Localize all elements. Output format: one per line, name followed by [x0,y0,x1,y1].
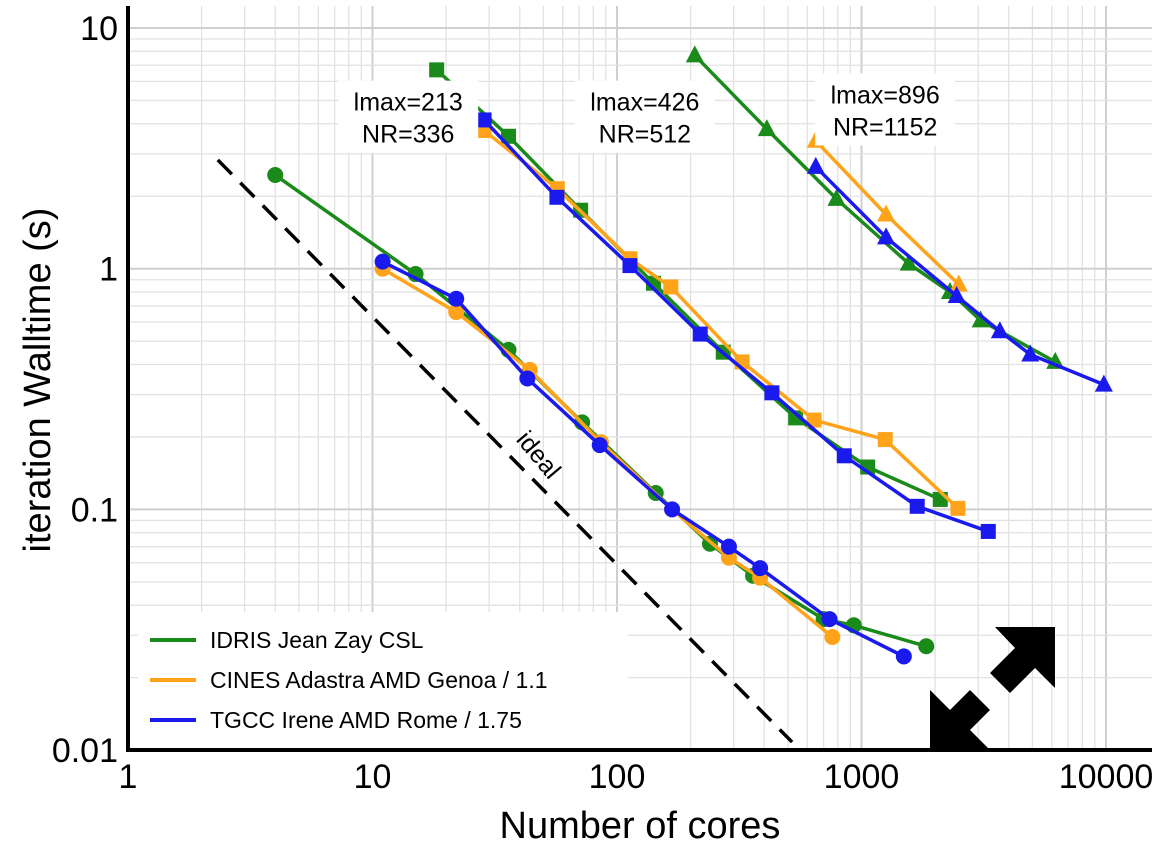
resize-arrows-icon [930,627,1055,750]
series-line [435,68,941,502]
data-point [877,227,896,245]
arrow-up-right-icon [990,627,1055,693]
data-point [429,62,445,78]
data-point [591,437,608,454]
data-point [950,500,966,516]
series-group [267,45,1113,665]
x-tick-label: 10 [354,758,392,796]
ideal-line [216,158,794,744]
annotation-box [574,80,715,153]
legend-box [138,612,628,748]
annotation-text: lmax=426 [590,89,699,117]
annotation-text: lmax=896 [831,81,940,109]
annotation-text: lmax=213 [354,89,463,117]
data-point [836,448,852,464]
ideal-line-path [216,158,794,744]
data-point [806,412,822,428]
series-tgcc-square [476,112,996,539]
data-point [949,274,968,292]
series-tgcc-triangle [806,156,1113,392]
data-point [980,523,996,539]
data-point [806,156,825,174]
data-point [663,279,679,295]
annotation-text: NR=512 [599,121,691,149]
legend-label: CINES Adastra AMD Genoa / 1.1 [210,667,548,693]
series-line [482,129,960,510]
data-point [720,549,737,566]
x-tick-label: 1000 [824,758,900,796]
data-point [947,286,966,304]
data-point [877,432,893,448]
data-point [971,310,990,328]
series-tgcc-circle [374,253,912,665]
series-line [381,260,905,658]
legend: IDRIS Jean Zay CSL CINES Adastra AMD Geno… [138,612,628,748]
data-point [918,638,935,655]
data-point [622,258,638,274]
annotation-box [338,80,479,153]
data-point [267,167,284,184]
data-point [932,491,948,507]
data-point [877,204,896,222]
data-point [685,45,704,63]
y-tick-label: 1 [99,251,118,289]
x-tick-label: 10000 [1059,758,1154,796]
series-idris-triangle [685,45,1065,369]
data-point [764,385,780,401]
data-point [895,648,912,665]
data-point [549,189,565,205]
series-cines-triangle [806,130,968,292]
y-tick-label: 10 [80,10,118,48]
data-point [757,119,776,137]
data-point [752,560,769,577]
data-point [990,321,1009,339]
legend-label: TGCC Irene AMD Rome / 1.75 [210,707,522,733]
data-point [448,304,465,321]
data-point [788,410,804,426]
data-point [1094,374,1113,392]
arrow-down-left-icon [930,690,990,750]
annotation-text: NR=1152 [833,113,937,141]
data-point [692,326,708,342]
data-point [1021,344,1040,362]
ideal-label: ideal [511,426,566,484]
x-axis-title: Number of cores [500,805,781,847]
y-tick-label: 0.1 [71,491,118,529]
y-axis-title: iteration Walltime (s) [17,208,59,553]
data-point [824,629,841,646]
data-point [448,290,465,307]
y-tick-label: 0.01 [52,732,118,770]
annotation-text: NR=336 [362,121,454,149]
data-point [909,498,925,514]
annotation-box [815,73,956,146]
series-line [814,165,1105,387]
x-tick-label: 1 [119,758,138,796]
x-tick-label: 100 [589,758,646,796]
data-point [476,112,492,128]
data-point [821,611,838,628]
data-point [827,188,846,206]
data-point [519,370,536,387]
data-point [720,538,737,555]
data-point [374,253,391,270]
series-line [482,118,989,534]
legend-label: IDRIS Jean Zay CSL [210,627,424,653]
data-point [664,501,681,518]
data-point [899,253,918,271]
